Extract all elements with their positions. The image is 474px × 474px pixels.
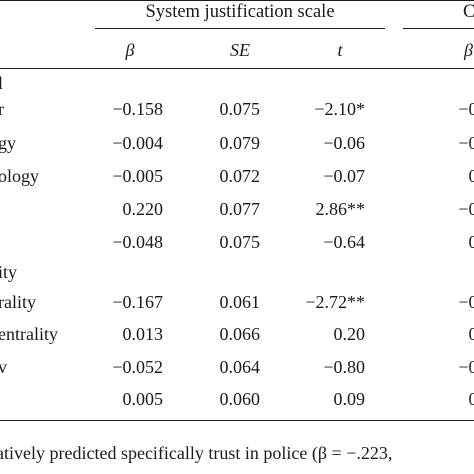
cell-t: −2.72**: [305, 292, 365, 312]
cell-next-beta: 0.03: [468, 232, 474, 252]
cell-se: 0.072: [219, 166, 261, 186]
row-label: v: [0, 357, 7, 377]
cell-next-beta: −0.05: [458, 133, 474, 153]
row-label: r: [0, 99, 4, 119]
cell-se: 0.075: [219, 99, 261, 119]
row-label: ity: [0, 262, 18, 282]
cell-se: 0.066: [219, 324, 261, 344]
cell-t: −0.64: [323, 232, 365, 252]
header-rule: [0, 68, 474, 69]
cell-t: −2.10*: [314, 99, 365, 119]
cell-beta: −0.167: [112, 292, 163, 312]
cell-se: 0.064: [219, 357, 261, 377]
cell-next-beta: 0.00: [468, 324, 474, 344]
row-label: ology: [0, 166, 40, 186]
cell-t: −0.07: [323, 166, 365, 186]
cell-se: 0.060: [219, 389, 261, 409]
column-header-t: t: [337, 40, 343, 60]
cell-next-beta: 0.13: [468, 166, 474, 186]
cell-beta: −0.004: [112, 133, 163, 153]
cell-beta: −0.158: [112, 99, 163, 119]
cell-next-beta: −0.02: [458, 292, 474, 312]
group-header-system-justification: System justification scale: [145, 2, 335, 22]
cell-t: −0.80: [323, 357, 365, 377]
column-header-next-beta: β: [464, 40, 473, 60]
column-header-se: SE: [230, 40, 250, 60]
cell-next-beta: −0.02: [458, 99, 474, 119]
cell-t: 0.20: [333, 324, 366, 344]
row-label: rality: [0, 292, 36, 312]
cell-beta: −0.048: [112, 232, 163, 252]
cell-se: 0.061: [219, 292, 261, 312]
cell-next-beta: −0.04: [458, 357, 474, 377]
cell-next-beta: 0.00: [468, 389, 474, 409]
cell-beta: −0.052: [112, 357, 163, 377]
cell-next-beta: −0.06: [458, 199, 474, 219]
cell-beta: 0.220: [122, 199, 164, 219]
group-underline-system-justification: [95, 28, 385, 29]
bottom-rule: [0, 420, 474, 421]
cell-t: 2.86**: [315, 199, 366, 219]
cell-beta: 0.013: [122, 324, 164, 344]
cell-beta: −0.005: [112, 166, 163, 186]
footnote-text: atively predicted specifically trust in …: [0, 443, 393, 463]
cell-se: 0.077: [219, 199, 261, 219]
cell-t: −0.06: [323, 133, 365, 153]
group-underline-next-scale: [403, 28, 474, 29]
top-rule: [0, 0, 474, 1]
row-label: entrality: [0, 324, 58, 344]
row-label: l: [0, 73, 4, 93]
column-header-beta: β: [125, 40, 135, 60]
cell-se: 0.079: [219, 133, 261, 153]
cell-se: 0.075: [219, 232, 261, 252]
cell-beta: 0.005: [122, 389, 164, 409]
row-label: gy: [0, 133, 16, 153]
group-header-next-scale-fragment: C: [463, 2, 474, 22]
cell-t: 0.09: [333, 389, 366, 409]
